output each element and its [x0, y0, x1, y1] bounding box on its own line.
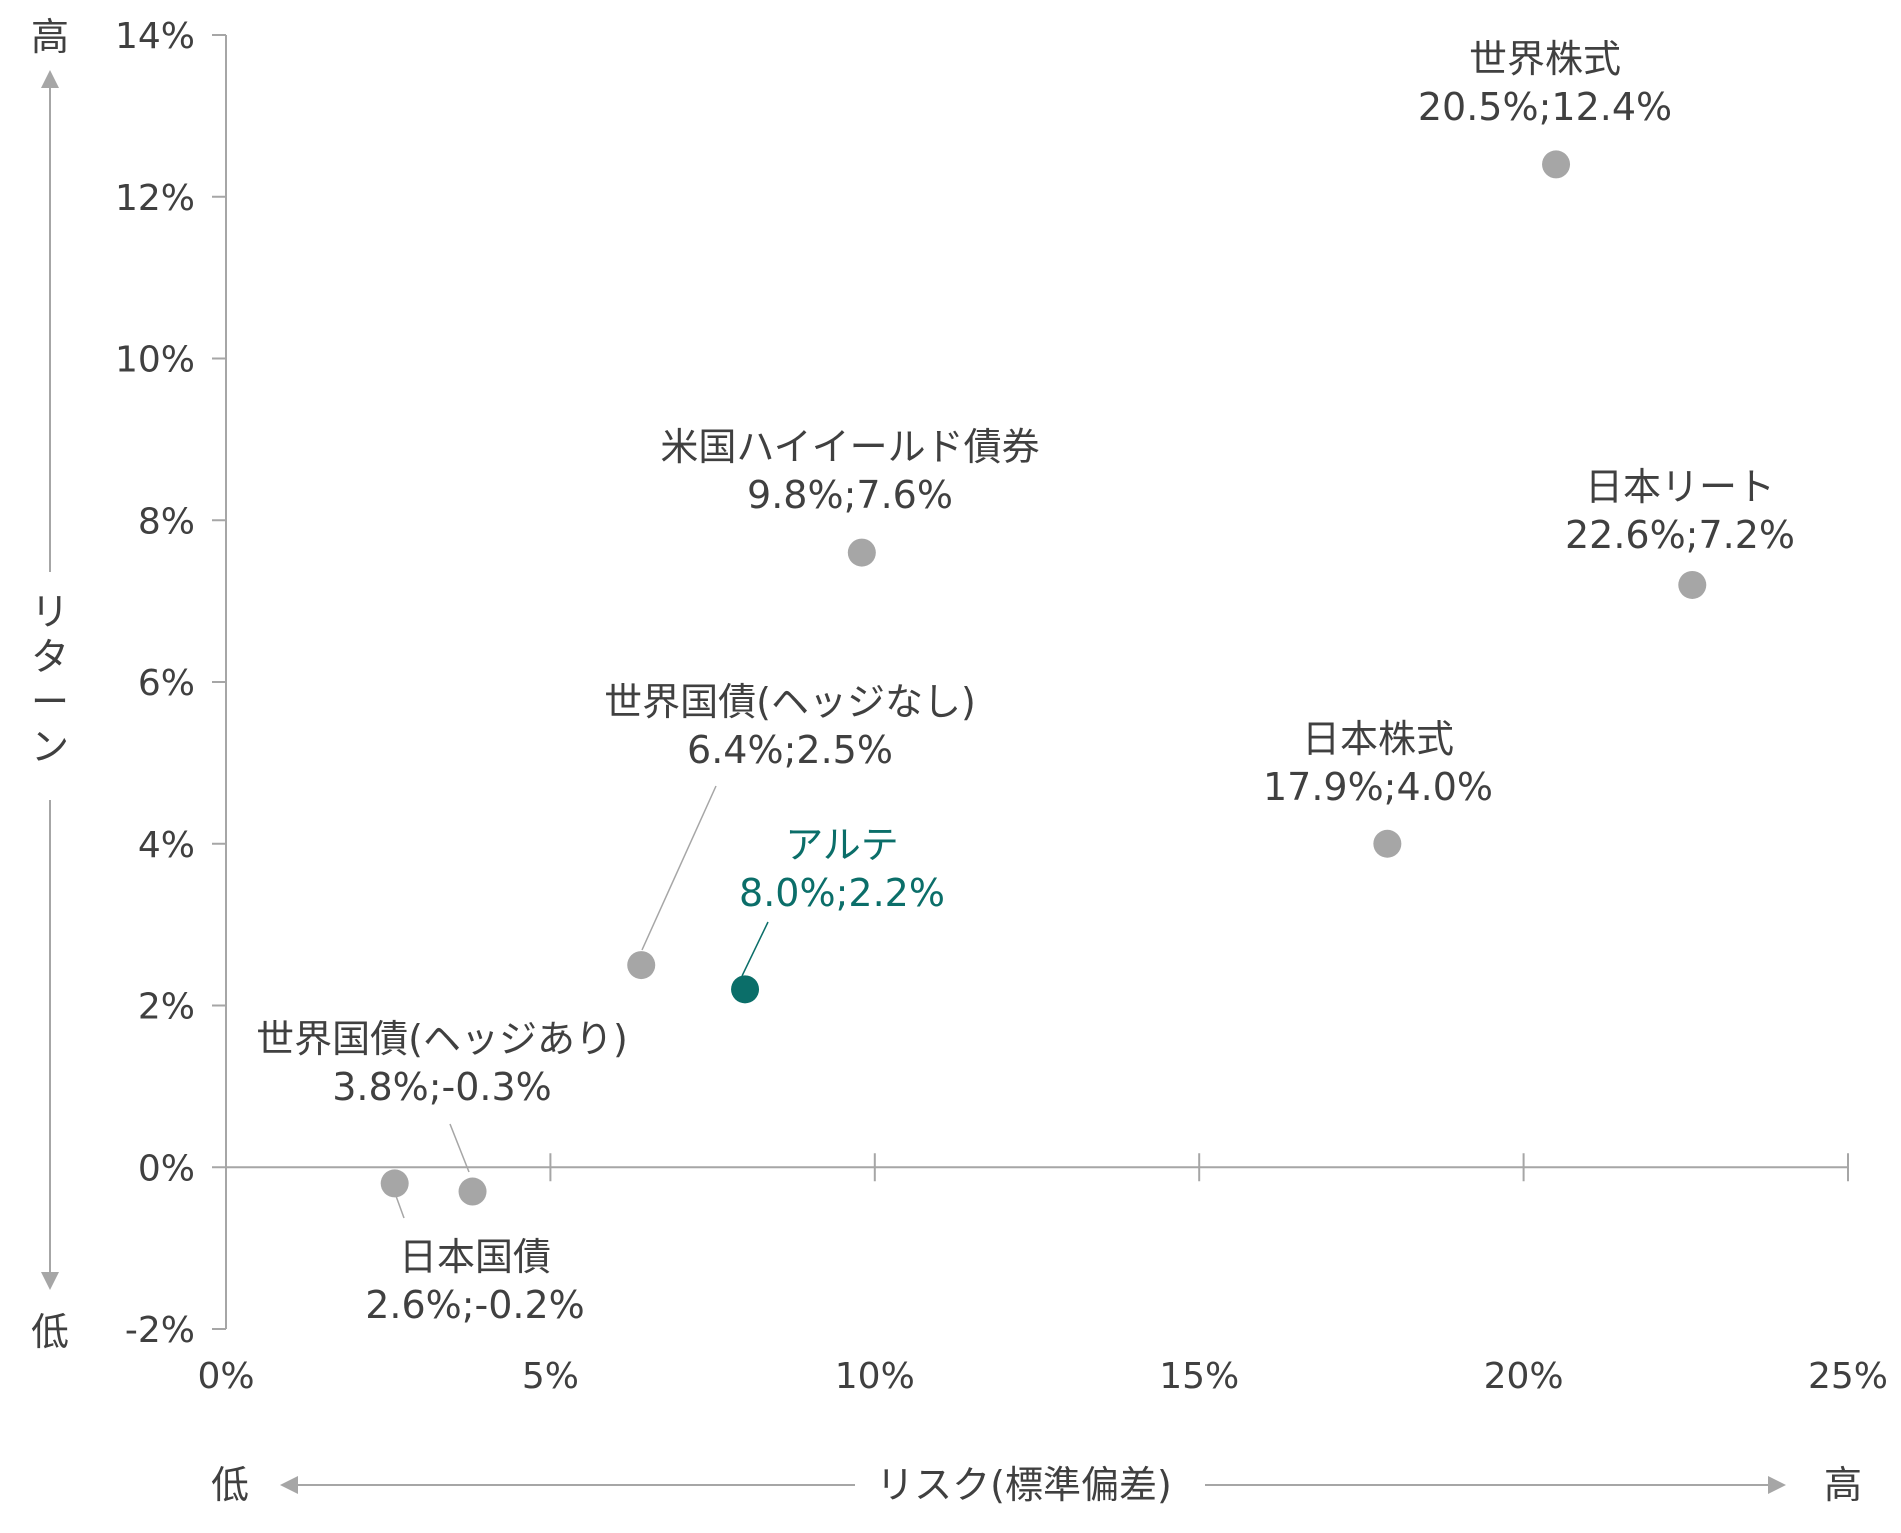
y-tick-label: -2%: [125, 1310, 195, 1351]
x-tick-label: 25%: [1808, 1356, 1888, 1397]
data-point: [731, 975, 760, 1004]
y-axis-title-char: ー: [31, 680, 69, 724]
x-tick-label: 0%: [197, 1356, 254, 1397]
leader-line: [741, 921, 769, 977]
data-point: [1373, 829, 1402, 858]
point-values-label: 22.6%;7.2%: [1565, 513, 1795, 557]
tick-labels: -2%0%2%4%6%8%10%12%14%0% 5% 10% 15% 20% 25%: [115, 16, 1888, 1397]
y-axis-title-char: リ: [31, 590, 69, 634]
point-values-label: 2.6%;-0.2%: [365, 1283, 585, 1327]
point-values-label: 9.8%;7.6%: [747, 473, 953, 517]
data-point: [380, 1169, 409, 1198]
x-axis-high-label: 高: [1824, 1463, 1862, 1507]
point-name-label: 世界国債(ヘッジなし): [604, 680, 976, 724]
data-point: [1678, 570, 1707, 599]
data-point: [847, 538, 876, 567]
data-points: [380, 150, 1707, 1206]
point-name-label: アルテ: [785, 823, 899, 867]
x-tick-label: 10%: [835, 1356, 915, 1397]
point-name-label: 世界株式: [1469, 37, 1621, 81]
x-axis-arrow-right-icon: [1768, 1476, 1786, 1494]
y-tick-label: 12%: [115, 178, 195, 219]
point-values-label: 8.0%;2.2%: [739, 871, 945, 915]
x-axis-arrow-left-icon: [280, 1476, 298, 1494]
y-tick-label: 6%: [138, 663, 195, 704]
data-point: [1542, 150, 1571, 179]
x-tick-label: 15%: [1159, 1356, 1239, 1397]
y-tick-label: 10%: [115, 340, 195, 381]
point-values-label: 20.5%;12.4%: [1418, 85, 1672, 129]
leader-line: [449, 1123, 470, 1173]
leader-line: [395, 1195, 405, 1219]
y-axis-title-char: タ: [31, 635, 69, 679]
y-axis-arrow-up-icon: [41, 70, 59, 88]
axes: [212, 34, 1849, 1330]
point-name-label: 世界国債(ヘッジあり): [256, 1017, 628, 1061]
y-axis-low-label: 低: [31, 1310, 69, 1354]
y-tick-label: 8%: [138, 501, 195, 542]
leader-line: [641, 785, 717, 951]
x-axis-low-label: 低: [211, 1463, 249, 1507]
point-values-label: 17.9%;4.0%: [1263, 765, 1493, 809]
y-tick-label: 2%: [138, 987, 195, 1028]
y-tick-label: 14%: [115, 16, 195, 57]
x-tick-label: 5%: [522, 1356, 579, 1397]
y-axis-title-char: ン: [31, 725, 69, 769]
y-tick-label: 4%: [138, 825, 195, 866]
y-axis-arrow-down-icon: [41, 1272, 59, 1290]
data-point: [458, 1177, 487, 1206]
point-name-label: 日本国債: [399, 1235, 551, 1279]
y-axis-high-label: 高: [31, 15, 69, 59]
point-name-label: 日本リート: [1585, 465, 1775, 509]
x-axis-title: リスク(標準偏差): [876, 1463, 1172, 1507]
data-point: [627, 951, 656, 980]
point-name-label: 日本株式: [1302, 717, 1454, 761]
y-tick-label: 0%: [138, 1148, 195, 1189]
point-values-label: 3.8%;-0.3%: [332, 1065, 552, 1109]
leader-lines: [395, 785, 769, 1219]
point-name-label: 米国ハイイールド債券: [660, 425, 1039, 469]
point-values-label: 6.4%;2.5%: [687, 728, 893, 772]
x-tick-label: 20%: [1484, 1356, 1564, 1397]
